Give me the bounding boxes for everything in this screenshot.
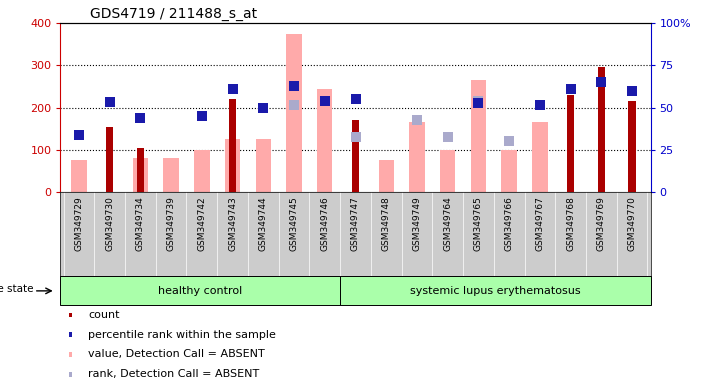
Bar (137, 148, 144, 192)
Text: GSM349744: GSM349744 (259, 196, 268, 251)
Text: GSM349730: GSM349730 (105, 196, 114, 251)
Bar (567, 95, 574, 192)
Bar (629, 101, 636, 192)
Text: value, Detection Call = ABSENT: value, Detection Call = ABSENT (88, 349, 265, 359)
Text: GSM349764: GSM349764 (443, 196, 452, 251)
Text: GSM349770: GSM349770 (628, 196, 636, 251)
Bar (69, 333, 73, 337)
Bar (225, 139, 240, 192)
Text: GSM349769: GSM349769 (597, 196, 606, 251)
Text: GSM349766: GSM349766 (505, 196, 513, 251)
Text: GSM349734: GSM349734 (136, 196, 145, 251)
Bar (71, 161, 87, 192)
Text: GSM349739: GSM349739 (166, 196, 176, 251)
Text: GSM349746: GSM349746 (320, 196, 329, 251)
Text: GSM349747: GSM349747 (351, 196, 360, 251)
Text: GSM349767: GSM349767 (535, 196, 545, 251)
Bar (133, 158, 148, 192)
Text: GSM349743: GSM349743 (228, 196, 237, 251)
Bar (378, 161, 394, 192)
Text: percentile rank within the sample: percentile rank within the sample (88, 330, 276, 340)
Text: GSM349742: GSM349742 (198, 196, 206, 251)
Bar (597, 68, 605, 192)
Bar (229, 99, 236, 192)
Text: GSM349765: GSM349765 (474, 196, 483, 251)
Bar (164, 158, 178, 192)
Bar (194, 150, 210, 192)
Bar (440, 150, 455, 192)
Bar (501, 150, 517, 192)
Text: GSM349749: GSM349749 (412, 196, 422, 251)
Bar (69, 372, 73, 377)
Bar (69, 313, 73, 318)
Text: GDS4719 / 211488_s_at: GDS4719 / 211488_s_at (90, 7, 257, 21)
Bar (533, 122, 547, 192)
Bar (106, 127, 114, 192)
Text: disease state: disease state (0, 285, 33, 295)
Bar (410, 122, 424, 192)
Bar (256, 139, 271, 192)
Text: GSM349745: GSM349745 (289, 196, 299, 251)
Bar (287, 34, 301, 192)
Text: rank, Detection Call = ABSENT: rank, Detection Call = ABSENT (88, 369, 260, 379)
Text: GSM349748: GSM349748 (382, 196, 391, 251)
Bar (471, 80, 486, 192)
Text: count: count (88, 310, 119, 320)
Bar (60, 276, 340, 305)
Text: healthy control: healthy control (158, 286, 242, 296)
Bar (317, 89, 333, 192)
Bar (340, 276, 651, 305)
Text: systemic lupus erythematosus: systemic lupus erythematosus (410, 286, 581, 296)
Text: GSM349768: GSM349768 (566, 196, 575, 251)
Bar (69, 352, 73, 357)
Text: GSM349729: GSM349729 (75, 196, 83, 251)
Bar (352, 120, 359, 192)
